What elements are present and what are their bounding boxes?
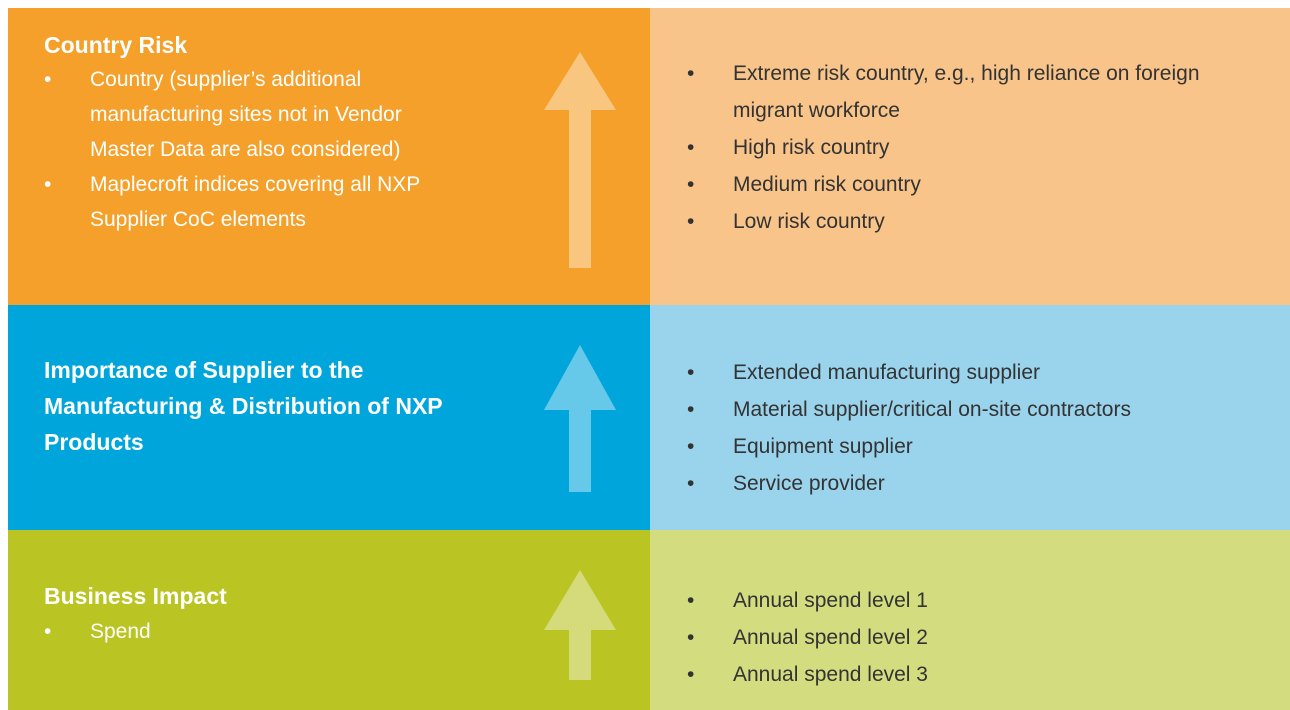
detail: Extended manufacturing supplier — [687, 354, 1247, 391]
detail: Extreme risk country, e.g., high relianc… — [687, 55, 1247, 129]
detail: Medium risk country — [687, 166, 1247, 203]
row-title: Country Risk — [44, 32, 188, 58]
row-title: Business Impact — [44, 583, 227, 609]
detail: Annual spend level 2 — [687, 619, 1247, 656]
detail: Annual spend level 1 — [687, 582, 1247, 619]
detail: Equipment supplier — [687, 428, 1247, 465]
detail-list: Annual spend level 1Annual spend level 2… — [687, 582, 1247, 693]
detail: Annual spend level 3 — [687, 656, 1247, 693]
item: Spend — [44, 614, 464, 649]
row-title: Importance of Supplier to the Manufactur… — [44, 357, 443, 455]
arrow — [544, 570, 616, 680]
arrow — [544, 345, 616, 492]
detail-list: Extended manufacturing supplierMaterial … — [687, 354, 1247, 502]
detail: Low risk country — [687, 203, 1247, 240]
detail: Material supplier/critical on-site contr… — [687, 391, 1247, 428]
left-panel — [8, 305, 650, 530]
item: Maplecroft indices covering all NXP Supp… — [44, 167, 464, 237]
detail-list: Extreme risk country, e.g., high relianc… — [687, 55, 1247, 240]
item-list: Country (supplier’s additional manufactu… — [44, 62, 464, 237]
detail: High risk country — [687, 129, 1247, 166]
arrow — [544, 52, 616, 268]
item: Country (supplier’s additional manufactu… — [44, 62, 464, 167]
item-list: Spend — [44, 614, 464, 649]
detail: Service provider — [687, 465, 1247, 502]
